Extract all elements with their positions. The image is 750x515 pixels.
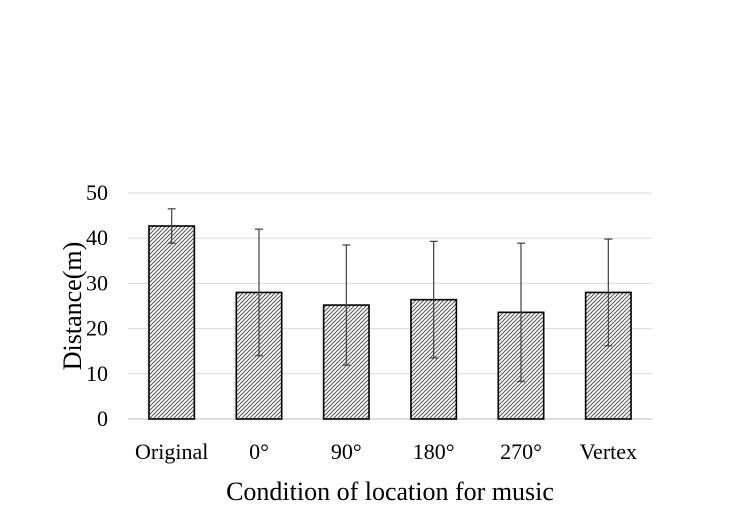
x-tick-labels: Original 0° 90° 180° 270° Vertex [135,439,637,464]
x-tick-label: 180° [413,439,455,464]
x-tick-label: Vertex [580,439,637,464]
y-tick-label: 30 [86,270,108,295]
y-tick-label: 50 [86,180,108,205]
x-tick-label: 270° [500,439,542,464]
y-tick-label: 40 [86,225,108,250]
y-tick-label: 20 [86,316,108,341]
gridlines [128,192,652,420]
bars [148,225,632,420]
y-tick-labels: 0 10 20 30 40 50 [86,180,108,431]
y-axis-title: Distance(m) [58,242,87,371]
x-tick-label: 0° [249,439,269,464]
bar [148,225,196,420]
error-bars [167,208,613,383]
y-tick-label: 0 [97,406,108,431]
x-tick-label: Original [135,439,208,464]
x-tick-label: 90° [331,439,362,464]
y-tick-label: 10 [86,361,108,386]
x-axis-title: Condition of location for music [226,477,554,506]
